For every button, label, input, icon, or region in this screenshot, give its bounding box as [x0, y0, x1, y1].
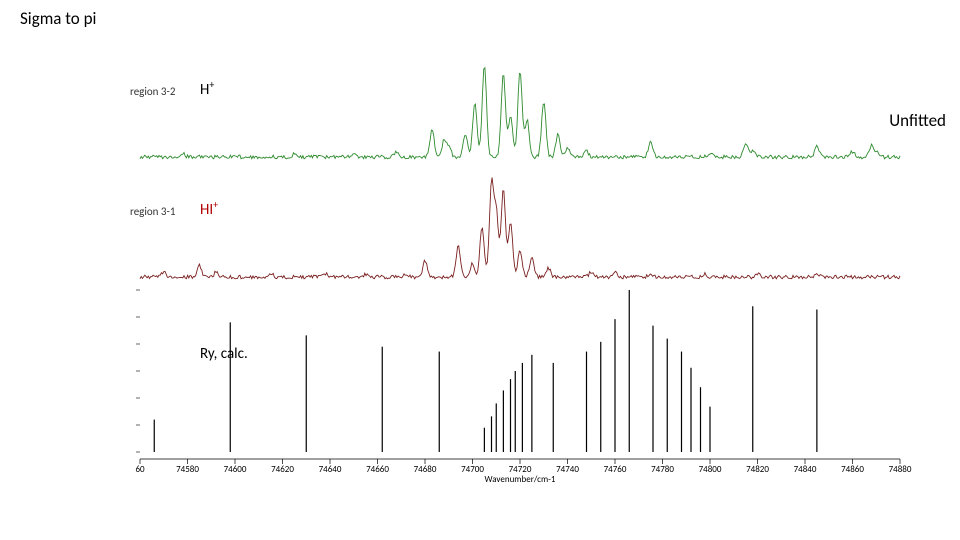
x-tick-label: 74860 — [841, 464, 864, 475]
panel-ry-calc: Ry, calc. — [140, 285, 900, 455]
panel-hi-plus: region 3-1 HI+ — [140, 180, 900, 280]
x-tick-label: 74580 — [176, 464, 199, 475]
x-tick-label: 74680 — [414, 464, 437, 475]
x-tick-label: 74620 — [271, 464, 294, 475]
x-axis: Wavenumber/cm-1 607458074600746207464074… — [140, 460, 900, 490]
x-tick-label: 74600 — [224, 464, 247, 475]
x-tick-label: 74820 — [746, 464, 769, 475]
x-axis-title: Wavenumber/cm-1 — [485, 474, 556, 485]
x-tick-label: 74640 — [319, 464, 342, 475]
x-tick-label: 74720 — [509, 464, 532, 475]
x-tick-label: 74880 — [889, 464, 912, 475]
spectrum-hi-plus — [140, 180, 900, 280]
x-tick-label: 74760 — [604, 464, 627, 475]
stick-spectrum-ry — [140, 285, 900, 455]
x-tick-label: 74840 — [794, 464, 817, 475]
x-tick-label: 74780 — [651, 464, 674, 475]
x-tick-label: 74740 — [556, 464, 579, 475]
spectrum-h-plus — [140, 60, 900, 160]
x-tick-label: 74660 — [366, 464, 389, 475]
x-tick-label: 60 — [135, 464, 144, 475]
chart-area: region 3-2 H+ region 3-1 HI+ Ry, calc. W… — [140, 60, 900, 490]
x-tick-label: 74700 — [461, 464, 484, 475]
panel-h-plus: region 3-2 H+ — [140, 60, 900, 160]
x-tick-label: 74800 — [699, 464, 722, 475]
page-title: Sigma to pi — [20, 8, 96, 29]
